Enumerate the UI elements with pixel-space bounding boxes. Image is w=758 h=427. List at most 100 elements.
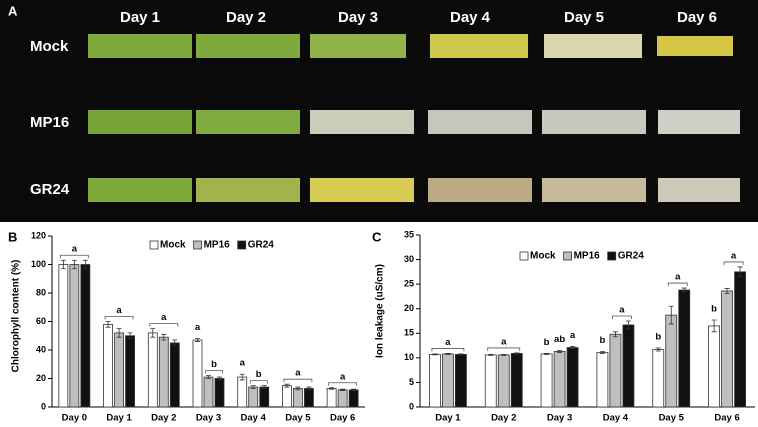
error-bar — [127, 332, 133, 339]
bar — [114, 332, 124, 408]
error-bar — [445, 353, 451, 355]
error-bar — [261, 385, 267, 389]
x-tick-label: Day 4 — [241, 413, 267, 424]
bar — [58, 264, 69, 408]
y-tick-label: 35 — [404, 229, 414, 239]
y-tick-label: 120 — [31, 230, 46, 240]
column-label: Day 4 — [450, 9, 491, 26]
column-label: Day 1 — [120, 9, 160, 26]
annotation: a — [445, 337, 451, 348]
error-bar — [599, 351, 605, 354]
error-bar — [217, 376, 222, 381]
leaf — [428, 178, 532, 202]
leaf — [657, 36, 733, 56]
annotation: a — [161, 312, 167, 323]
annotation: ab — [554, 334, 565, 345]
error-bar — [711, 319, 717, 333]
x-tick-label: Day 4 — [603, 413, 629, 424]
annotation-bracket — [431, 348, 465, 352]
annotation-bracket — [487, 347, 521, 351]
annotation: a — [116, 305, 122, 316]
panel-label: A — [8, 3, 18, 18]
annotation-bracket — [249, 380, 268, 384]
bar — [442, 353, 454, 408]
bar — [282, 385, 292, 408]
annotation-bracket — [328, 382, 358, 386]
bar — [304, 388, 314, 408]
annotation: b — [655, 332, 661, 343]
error-bar — [724, 288, 730, 294]
error-bar — [458, 353, 464, 356]
error-bar — [195, 338, 200, 342]
y-tick-label: 25 — [404, 279, 414, 289]
bar — [455, 354, 467, 408]
panel-label: B — [8, 229, 17, 244]
annotation: b — [711, 304, 717, 315]
leaf — [196, 110, 300, 134]
bar — [69, 264, 80, 408]
y-tick-label: 20 — [404, 303, 414, 313]
annotation: b — [256, 369, 262, 380]
leaf — [542, 110, 646, 134]
bar — [80, 264, 91, 408]
leaf — [196, 34, 300, 58]
error-bar — [340, 388, 346, 392]
annotation: a — [340, 371, 346, 382]
error-bar — [250, 385, 256, 389]
error-bar — [116, 328, 122, 338]
x-tick-label: Day 6 — [714, 413, 739, 424]
legend-swatch — [563, 251, 572, 261]
error-bar — [668, 305, 674, 325]
y-tick-label: 10 — [404, 352, 414, 362]
error-bar — [501, 354, 507, 356]
bar — [203, 376, 214, 408]
x-tick-label: Day 6 — [330, 413, 355, 424]
row-label: GR24 — [30, 181, 70, 198]
error-bar — [655, 347, 661, 352]
leaf — [544, 34, 642, 58]
column-label: Day 6 — [677, 9, 717, 26]
y-tick-label: 20 — [36, 373, 46, 383]
bar — [708, 325, 720, 408]
row-label: MP16 — [30, 114, 69, 131]
error-bar — [206, 375, 211, 379]
x-tick-label: Day 1 — [106, 413, 132, 424]
annotation: a — [295, 368, 301, 379]
y-axis-label: Ion leakage (uS/cm) — [375, 264, 386, 358]
y-axis-label: Chlorophyll content (%) — [11, 260, 22, 373]
annotation-bracket — [59, 254, 89, 259]
legend-swatch — [193, 240, 202, 250]
bar — [337, 389, 348, 408]
bar — [484, 354, 497, 408]
error-bar — [295, 386, 301, 391]
y-tick-label: 5 — [409, 377, 414, 387]
bar — [293, 388, 303, 408]
annotation: a — [731, 250, 737, 261]
y-tick-label: 80 — [36, 287, 46, 297]
y-tick-label: 40 — [36, 344, 46, 354]
error-bar — [306, 386, 312, 391]
error-bar — [351, 388, 357, 392]
y-tick-label: 0 — [41, 401, 46, 411]
error-bar — [681, 287, 687, 293]
error-bar — [557, 350, 563, 353]
error-bar — [239, 373, 245, 381]
bar — [125, 335, 135, 408]
annotation: b — [600, 335, 606, 346]
error-bar — [488, 354, 494, 356]
bar — [721, 290, 733, 408]
error-bar — [150, 328, 156, 338]
panel-label: C — [372, 229, 382, 244]
error-bar — [71, 259, 77, 270]
x-tick-label: Day 0 — [62, 413, 87, 424]
legend-label: MP16 — [574, 251, 601, 262]
bar — [652, 349, 665, 408]
bar — [348, 389, 359, 408]
leaf — [658, 110, 740, 134]
bar — [540, 353, 553, 408]
x-tick-label: Day 3 — [196, 413, 221, 424]
legend-label: Mock — [530, 251, 556, 262]
leaf — [658, 178, 740, 202]
bar — [678, 289, 691, 408]
